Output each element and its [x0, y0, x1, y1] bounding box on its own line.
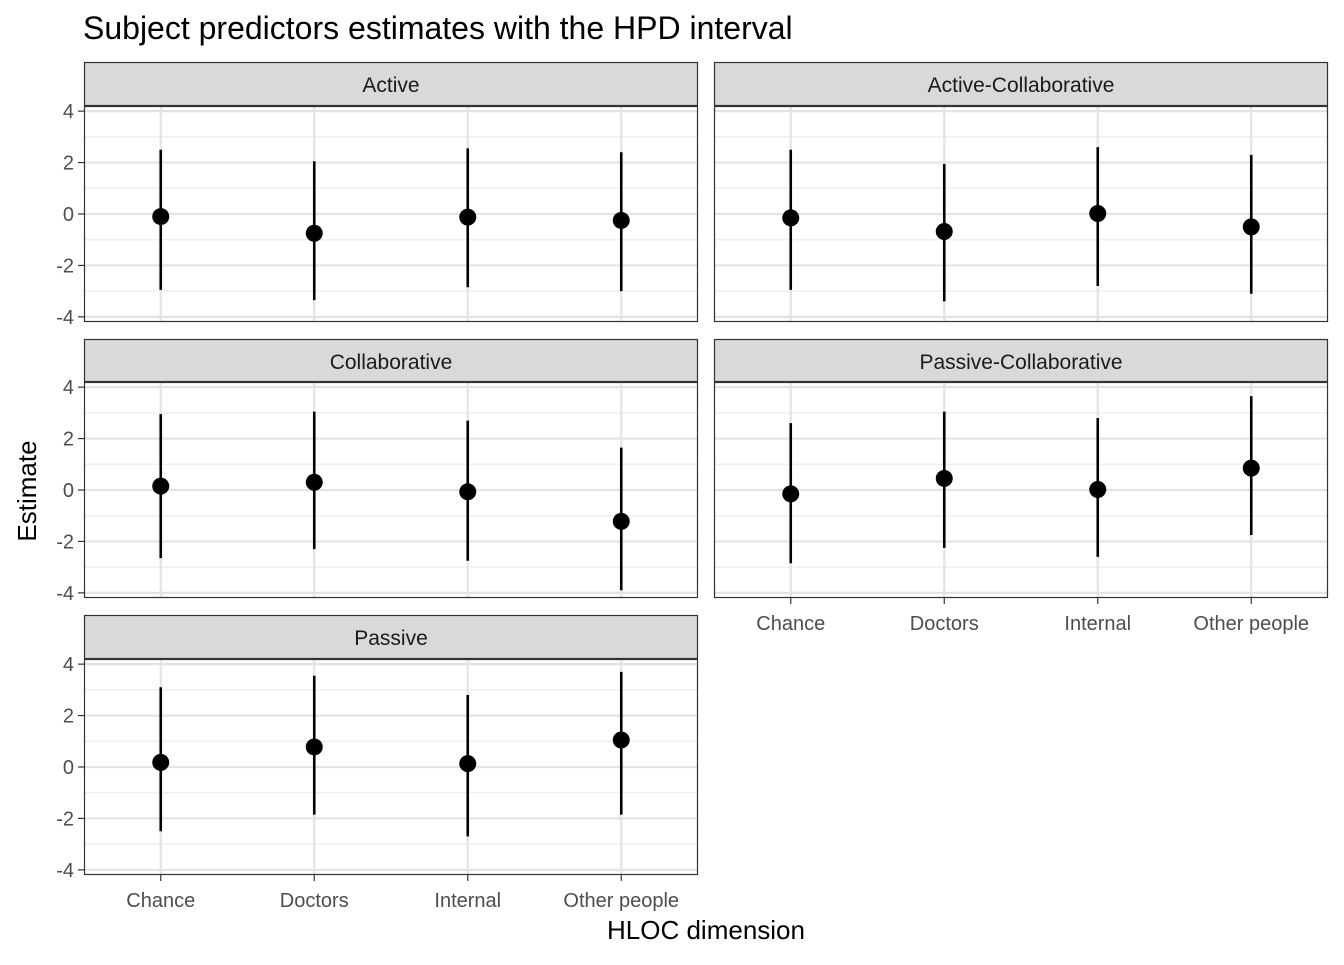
panel-border — [83, 381, 699, 599]
facet-passive-collaborative: Passive-Collaborative Chance Doctors Intern… — [713, 338, 1329, 635]
y-tick-label: 4 — [63, 101, 74, 123]
facet-active: Active 4 2 0 -2 -4 — [56, 61, 699, 329]
x-tick-label: Other people — [1193, 613, 1309, 635]
estimate-point-doctors — [935, 469, 953, 487]
x-tick-label: Chance — [126, 890, 195, 912]
estimate-point-chance — [782, 485, 800, 503]
y-tick-label: -2 — [56, 255, 74, 277]
estimate-point-other-people — [612, 512, 630, 530]
y-tick-label: 0 — [63, 204, 74, 226]
y-tick-label: -4 — [56, 307, 74, 329]
x-tick-label: Other people — [563, 890, 679, 912]
estimate-point-internal — [459, 755, 477, 773]
estimate-point-doctors — [935, 222, 953, 240]
facet-strip-label: Passive — [354, 627, 428, 650]
estimate-point-internal — [1089, 204, 1107, 222]
estimate-point-other-people — [1242, 218, 1260, 236]
estimate-point-doctors — [305, 224, 323, 242]
estimate-point-chance — [152, 753, 170, 771]
estimate-point-other-people — [1242, 459, 1260, 477]
estimate-point-other-people — [612, 731, 630, 749]
panel-border — [83, 105, 699, 323]
y-tick-label: 0 — [63, 757, 74, 779]
y-tick-label: -4 — [56, 860, 74, 882]
facet-strip — [713, 61, 1329, 107]
y-tick-label: 4 — [63, 377, 74, 399]
facets-layer: Active 4 2 0 -2 -4 Active-Collaborative Collabo… — [56, 61, 1329, 912]
estimate-point-doctors — [305, 738, 323, 756]
facet-strip-label: Active-Collaborative — [928, 74, 1115, 97]
facet-strip-label: Passive-Collaborative — [919, 351, 1122, 374]
panel-border — [83, 658, 699, 876]
facet-strip-label: Active — [362, 74, 419, 97]
facet-strip-label: Collaborative — [330, 351, 453, 374]
estimate-point-internal — [459, 208, 477, 226]
y-tick-label: 4 — [63, 654, 74, 676]
x-axis-title: HLOC dimension — [607, 915, 805, 945]
panel-border — [713, 105, 1329, 323]
estimate-point-chance — [152, 477, 170, 495]
y-tick-label: 2 — [63, 706, 74, 728]
estimate-point-internal — [459, 483, 477, 501]
estimate-point-chance — [152, 208, 170, 226]
x-tick-label: Internal — [1064, 613, 1131, 635]
estimate-point-doctors — [305, 473, 323, 491]
facet-passive: Passive 4 2 0 -2 -4 Chance Doctors Internal Other… — [56, 614, 699, 912]
chart-title: Subject predictors estimates with the HP… — [83, 10, 793, 46]
y-tick-label: -2 — [56, 531, 74, 553]
y-tick-label: 2 — [63, 153, 74, 175]
y-tick-label: 2 — [63, 429, 74, 451]
y-tick-label: -4 — [56, 583, 74, 605]
x-tick-label: Internal — [434, 890, 501, 912]
facet-strip — [83, 338, 699, 383]
facet-strip — [83, 614, 699, 660]
facet-strip — [713, 338, 1329, 383]
panel-border — [713, 381, 1329, 599]
y-tick-label: 0 — [63, 480, 74, 502]
facet-strip — [83, 61, 699, 107]
x-tick-label: Doctors — [280, 890, 349, 912]
estimate-point-other-people — [612, 211, 630, 229]
x-tick-label: Chance — [756, 613, 825, 635]
x-tick-label: Doctors — [910, 613, 979, 635]
facet-collaborative: Collaborative 4 2 0 -2 -4 — [56, 338, 699, 605]
y-axis-title: Estimate — [12, 440, 42, 541]
facet-active-collaborative: Active-Collaborative — [713, 61, 1329, 323]
estimate-point-internal — [1089, 480, 1107, 498]
estimate-point-chance — [782, 209, 800, 227]
y-tick-label: -2 — [56, 808, 74, 830]
